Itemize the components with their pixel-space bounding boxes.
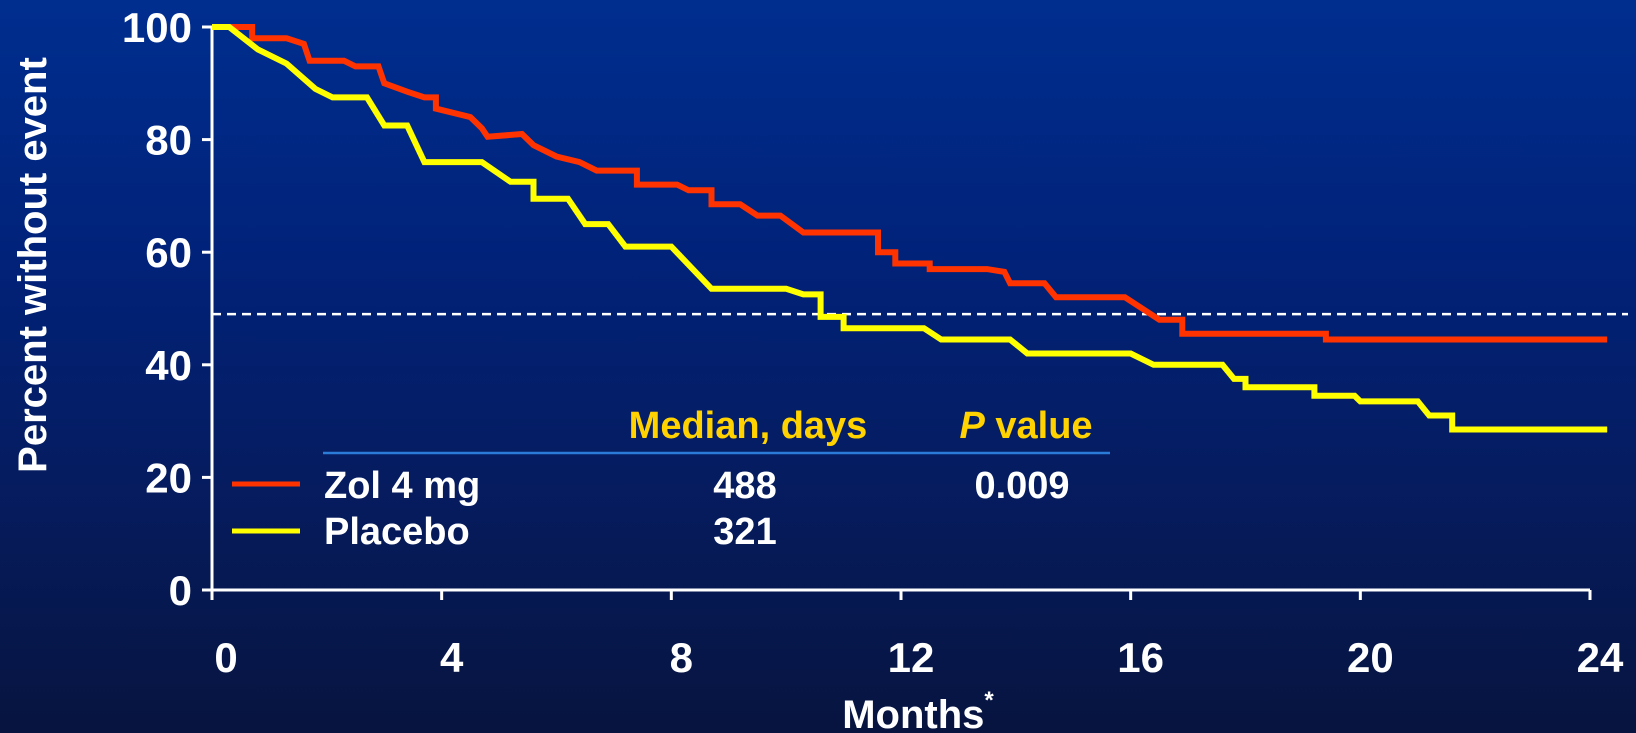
y-tick-label: 100 [122, 4, 192, 51]
x-axis-ticks: 0 4 8 12 16 20 24 [210, 590, 1624, 681]
y-tick-label: 20 [145, 454, 192, 501]
x-tick-label: 16 [1117, 634, 1164, 681]
x-tick-label: 0 [214, 634, 237, 681]
series-line-placebo [212, 24, 1608, 433]
median-value-placebo: 321 [713, 511, 776, 553]
x-tick-label: 24 [1577, 634, 1624, 681]
x-axis-title-text: Months [842, 693, 984, 733]
table-header-median: Median, days [629, 405, 868, 447]
table-header-value: value [985, 405, 1093, 447]
y-axis-title: Percent without event [11, 57, 55, 473]
x-tick-label: 4 [440, 634, 464, 681]
x-axis-title: Months* [842, 687, 994, 733]
legend-label-zol: Zol 4 mg [324, 465, 480, 507]
y-tick-label: 80 [145, 117, 192, 164]
table-header-p: P [959, 405, 985, 447]
x-axis-title-asterisk: * [984, 687, 994, 714]
x-tick-label: 8 [670, 634, 693, 681]
y-tick-label: 60 [145, 229, 192, 276]
series-line-zol-4mg [212, 24, 1608, 343]
p-value-zol: 0.009 [974, 465, 1069, 507]
table-header-pvalue: P value [959, 405, 1092, 447]
y-axis-ticks: 0 20 40 60 80 100 [122, 4, 212, 614]
series-curves [212, 24, 1608, 433]
stats-table: Median, days P value Zol 4 mg 488 0.009 … [232, 405, 1110, 553]
median-value-zol: 488 [713, 465, 776, 507]
x-tick-label: 12 [888, 634, 935, 681]
legend-label-placebo: Placebo [324, 511, 470, 553]
y-tick-label: 0 [169, 567, 192, 614]
x-tick-label: 20 [1347, 634, 1394, 681]
y-tick-label: 40 [145, 342, 192, 389]
